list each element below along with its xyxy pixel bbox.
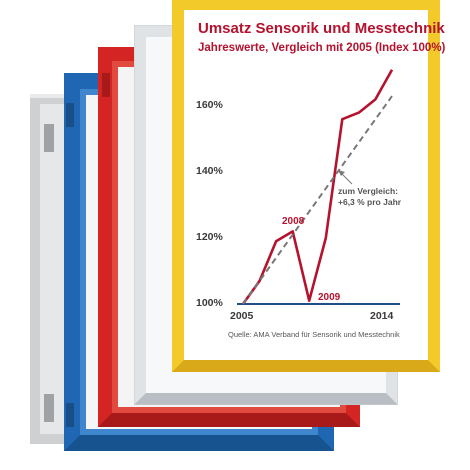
y-tick-label: 120%: [196, 231, 223, 243]
source-note: Quelle: AMA Verband für Sensorik und Mes…: [228, 330, 400, 339]
x-tick-label: 2005: [230, 310, 254, 322]
y-tick-label: 140%: [196, 165, 223, 177]
comparison-arrow-head: [338, 170, 345, 176]
x-tick-label: 2014: [370, 310, 394, 322]
chart-title: Umsatz Sensorik und Messtechnik: [198, 20, 445, 37]
annotation-2008: 2008: [282, 216, 305, 227]
y-tick-label: 160%: [196, 99, 223, 111]
chart-subtitle: Jahreswerte, Vergleich mit 2005 (Index 1…: [198, 42, 446, 54]
annotation-2009: 2009: [318, 292, 341, 303]
comparison-note-line-2: +6,3 % pro Jahr: [338, 197, 402, 207]
grey-hinge-top: [44, 124, 54, 152]
grey-hinge-bottom: [44, 394, 54, 422]
y-tick-label: 100%: [196, 297, 223, 309]
trend-line: [242, 95, 393, 305]
yellow-frame: [172, 0, 440, 372]
revenue-line: [241, 69, 394, 305]
comparison-note-line-1: zum Vergleich:: [338, 186, 398, 196]
comparison-note: zum Vergleich: +6,3 % pro Jahr: [338, 186, 401, 208]
